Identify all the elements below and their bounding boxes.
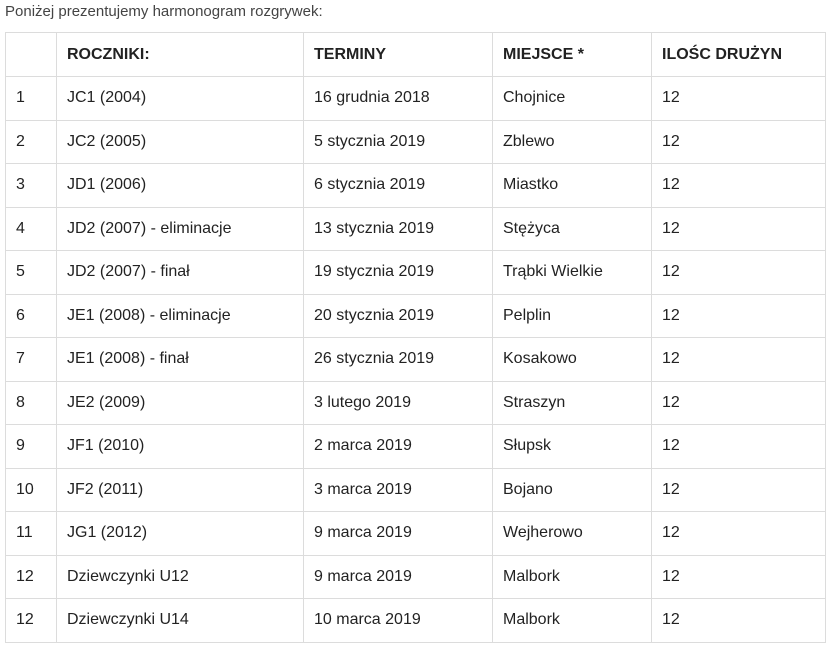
intro-text: Poniżej prezentujemy harmonogram rozgryw… [5, 3, 323, 20]
cell-number: 3 [5, 163, 57, 208]
header-number [5, 32, 57, 77]
cell-termin: 16 grudnia 2018 [303, 76, 493, 121]
cell-number: 9 [5, 424, 57, 469]
cell-termin: 26 stycznia 2019 [303, 337, 493, 382]
table-row: 12 Dziewczynki U12 9 marca 2019 Malbork 12 [5, 554, 826, 599]
cell-ilosc-druzyn: 12 [651, 467, 826, 512]
cell-termin: 19 stycznia 2019 [303, 250, 493, 295]
cell-number: 1 [5, 76, 57, 121]
cell-rocznik: JD2 (2007) - finał [56, 250, 304, 295]
cell-miejsce: Słupsk [492, 424, 652, 469]
cell-miejsce: Malbork [492, 554, 652, 599]
cell-miejsce: Chojnice [492, 76, 652, 121]
cell-miejsce: Malbork [492, 598, 652, 643]
cell-termin: 5 stycznia 2019 [303, 119, 493, 164]
cell-ilosc-druzyn: 12 [651, 250, 826, 295]
cell-termin: 6 stycznia 2019 [303, 163, 493, 208]
cell-number: 12 [5, 554, 57, 599]
cell-number: 12 [5, 598, 57, 643]
cell-number: 2 [5, 119, 57, 164]
cell-miejsce: Kosakowo [492, 337, 652, 382]
table-row: 8 JE2 (2009) 3 lutego 2019 Straszyn 12 [5, 380, 826, 425]
cell-rocznik: JD1 (2006) [56, 163, 304, 208]
cell-rocznik: Dziewczynki U12 [56, 554, 304, 599]
cell-rocznik: JF1 (2010) [56, 424, 304, 469]
table-row: 10 JF2 (2011) 3 marca 2019 Bojano 12 [5, 467, 826, 512]
cell-miejsce: Trąbki Wielkie [492, 250, 652, 295]
cell-number: 4 [5, 206, 57, 251]
cell-rocznik: JF2 (2011) [56, 467, 304, 512]
table-row: 6 JE1 (2008) - eliminacje 20 stycznia 2019… [5, 293, 826, 338]
cell-number: 5 [5, 250, 57, 295]
cell-rocznik: JE1 (2008) - finał [56, 337, 304, 382]
cell-miejsce: Bojano [492, 467, 652, 512]
cell-termin: 10 marca 2019 [303, 598, 493, 643]
table-row: 12 Dziewczynki U14 10 marca 2019 Malbork 12 [5, 598, 826, 643]
cell-termin: 9 marca 2019 [303, 511, 493, 556]
cell-miejsce: Stężyca [492, 206, 652, 251]
table-row: 2 JC2 (2005) 5 stycznia 2019 Zblewo 12 [5, 119, 826, 164]
cell-ilosc-druzyn: 12 [651, 206, 826, 251]
cell-ilosc-druzyn: 12 [651, 380, 826, 425]
cell-rocznik: JG1 (2012) [56, 511, 304, 556]
cell-miejsce: Miastko [492, 163, 652, 208]
cell-rocznik: JC2 (2005) [56, 119, 304, 164]
cell-number: 6 [5, 293, 57, 338]
table-header-row: ROCZNIKI: TERMINY MIEJSCE * ILOŚC DRUŻYN [5, 32, 826, 77]
cell-number: 10 [5, 467, 57, 512]
table-row: 4 JD2 (2007) - eliminacje 13 stycznia 2019… [5, 206, 826, 251]
cell-termin: 20 stycznia 2019 [303, 293, 493, 338]
cell-rocznik: JC1 (2004) [56, 76, 304, 121]
cell-termin: 2 marca 2019 [303, 424, 493, 469]
cell-ilosc-druzyn: 12 [651, 598, 826, 643]
cell-termin: 13 stycznia 2019 [303, 206, 493, 251]
table-row: 3 JD1 (2006) 6 stycznia 2019 Miastko 12 [5, 163, 826, 208]
header-ilosc-druzyn: ILOŚC DRUŻYN [651, 32, 826, 77]
table-row: 5 JD2 (2007) - finał 19 stycznia 2019 Trąbk… [5, 250, 826, 295]
header-roczniki: ROCZNIKI: [56, 32, 304, 77]
cell-rocznik: JE1 (2008) - eliminacje [56, 293, 304, 338]
cell-rocznik: JE2 (2009) [56, 380, 304, 425]
cell-termin: 3 lutego 2019 [303, 380, 493, 425]
cell-termin: 3 marca 2019 [303, 467, 493, 512]
schedule-table: ROCZNIKI: TERMINY MIEJSCE * ILOŚC DRUŻYN… [5, 32, 826, 643]
cell-ilosc-druzyn: 12 [651, 163, 826, 208]
table-row: 11 JG1 (2012) 9 marca 2019 Wejherowo 12 [5, 511, 826, 556]
cell-miejsce: Wejherowo [492, 511, 652, 556]
cell-number: 11 [5, 511, 57, 556]
cell-number: 7 [5, 337, 57, 382]
table-body: 1 JC1 (2004) 16 grudnia 2018 Chojnice 12 2 JC2… [5, 76, 826, 643]
cell-ilosc-druzyn: 12 [651, 76, 826, 121]
cell-ilosc-druzyn: 12 [651, 119, 826, 164]
table-row: 1 JC1 (2004) 16 grudnia 2018 Chojnice 12 [5, 76, 826, 121]
cell-rocznik: Dziewczynki U14 [56, 598, 304, 643]
cell-number: 8 [5, 380, 57, 425]
cell-ilosc-druzyn: 12 [651, 424, 826, 469]
cell-ilosc-druzyn: 12 [651, 554, 826, 599]
table-row: 7 JE1 (2008) - finał 26 stycznia 2019 Kosak… [5, 337, 826, 382]
cell-termin: 9 marca 2019 [303, 554, 493, 599]
header-terminy: TERMINY [303, 32, 493, 77]
table-row: 9 JF1 (2010) 2 marca 2019 Słupsk 12 [5, 424, 826, 469]
cell-ilosc-druzyn: 12 [651, 293, 826, 338]
cell-miejsce: Straszyn [492, 380, 652, 425]
cell-miejsce: Pelplin [492, 293, 652, 338]
cell-ilosc-druzyn: 12 [651, 337, 826, 382]
header-miejsce: MIEJSCE * [492, 32, 652, 77]
cell-rocznik: JD2 (2007) - eliminacje [56, 206, 304, 251]
cell-ilosc-druzyn: 12 [651, 511, 826, 556]
cell-miejsce: Zblewo [492, 119, 652, 164]
